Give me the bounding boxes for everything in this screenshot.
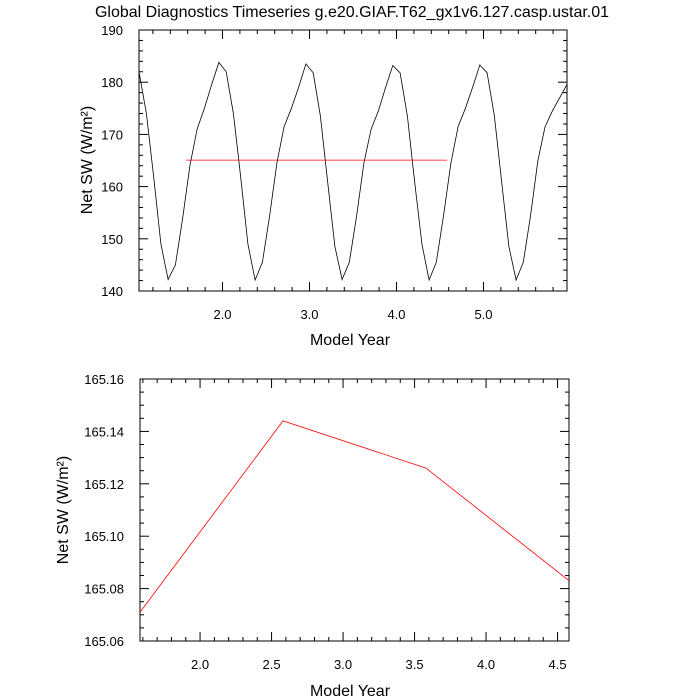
panel-bottom: 2.0 2.5 3.0 3.5 4.0 4.5 165.06 165.08 16… [55, 372, 570, 700]
series-line-0 [138, 61, 568, 282]
chart-title: Global Diagnostics Timeseries g.e20.GIAF… [95, 4, 609, 21]
x-tick-label: 4.0 [387, 307, 405, 322]
y-tick-label: 165.08 [84, 582, 124, 597]
y-axis-label-top: Net SW (W/m²) [79, 106, 96, 214]
y-tick-label: 150 [101, 232, 123, 247]
tick-marks-top [139, 29, 567, 292]
y-tick-labels-bottom: 165.06 165.08 165.10 165.12 165.14 165.1… [84, 372, 124, 649]
series-line-0 [139, 420, 570, 613]
x-tick-label: 3.5 [406, 657, 424, 672]
y-tick-label: 165.14 [84, 424, 124, 439]
x-tick-label: 3.0 [334, 657, 352, 672]
tick-marks-bottom [140, 378, 569, 642]
y-tick-label: 170 [101, 127, 123, 142]
x-axis-label-top: Model Year [310, 332, 391, 349]
y-axis-label-bottom: Net SW (W/m²) [55, 456, 72, 564]
y-tick-label: 165.06 [84, 634, 124, 649]
x-tick-label: 4.0 [477, 657, 495, 672]
x-tick-label: 2.0 [191, 657, 209, 672]
y-tick-label: 160 [101, 180, 123, 195]
y-tick-label: 190 [101, 23, 123, 38]
series-lines-top [138, 61, 568, 282]
x-tick-labels-bottom: 2.0 2.5 3.0 3.5 4.0 4.5 [191, 657, 567, 672]
x-tick-label: 4.5 [549, 657, 567, 672]
series-lines-bottom [139, 420, 570, 613]
plot-frame-top [138, 29, 568, 292]
y-tick-label: 165.10 [84, 529, 124, 544]
y-tick-label: 180 [101, 75, 123, 90]
x-tick-label: 2.5 [263, 657, 281, 672]
x-tick-label: 2.0 [213, 307, 231, 322]
x-tick-label: 3.0 [300, 307, 318, 322]
y-tick-label: 165.16 [84, 372, 124, 387]
y-tick-label: 140 [101, 284, 123, 299]
x-axis-label-bottom: Model Year [310, 683, 391, 700]
plot-frame-bottom [139, 378, 570, 642]
x-tick-label: 5.0 [474, 307, 492, 322]
y-tick-labels-top: 140 150 160 170 180 190 [101, 23, 123, 299]
panel-top: 2.0 3.0 4.0 5.0 140 150 160 170 180 190 … [79, 23, 568, 349]
y-tick-label: 165.12 [84, 477, 124, 492]
x-tick-labels-top: 2.0 3.0 4.0 5.0 [213, 307, 492, 322]
